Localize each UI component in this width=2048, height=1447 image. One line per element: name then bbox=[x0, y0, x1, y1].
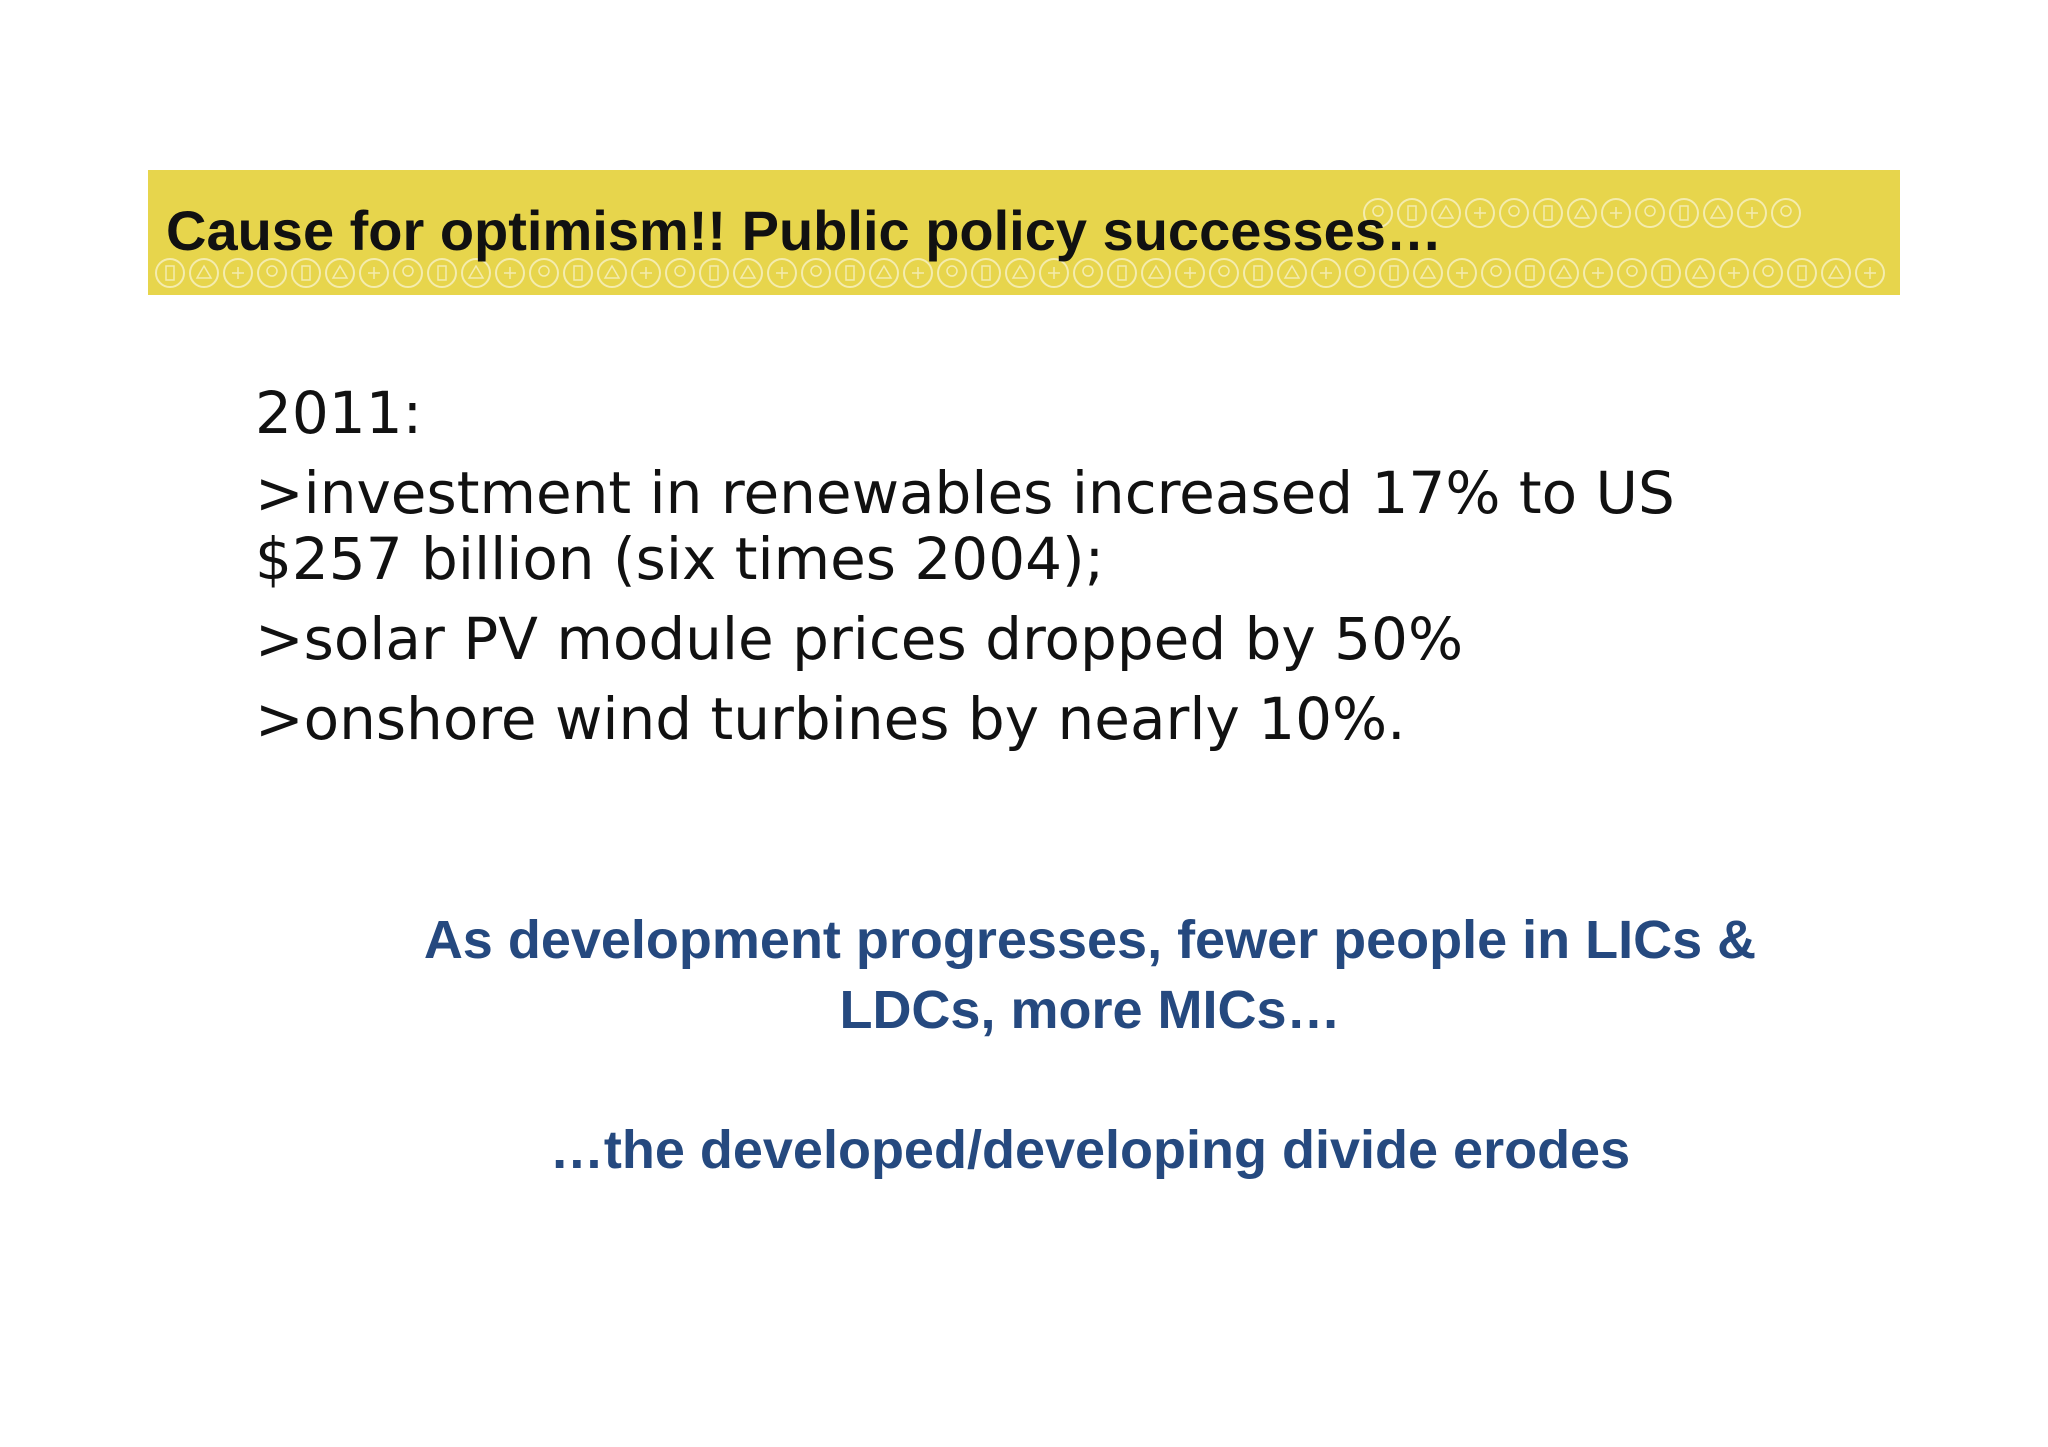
banner-pattern-icon bbox=[699, 258, 729, 288]
banner-pattern-icon bbox=[1243, 258, 1273, 288]
banner-pattern-icon bbox=[291, 258, 321, 288]
banner-pattern-icon bbox=[1379, 258, 1409, 288]
banner-pattern-icon bbox=[665, 258, 695, 288]
banner-pattern-icon bbox=[937, 258, 967, 288]
banner-pattern-icon bbox=[1311, 258, 1341, 288]
banner-pattern-icon bbox=[1073, 258, 1103, 288]
banner-pattern-icon bbox=[1515, 258, 1545, 288]
callout-line-divide: …the developed/developing divide erodes bbox=[549, 1120, 1631, 1180]
banner-pattern-icon bbox=[461, 258, 491, 288]
banner-pattern-icon bbox=[1397, 198, 1427, 228]
banner-pattern-icon bbox=[257, 258, 287, 288]
banner-pattern-icon bbox=[1719, 258, 1749, 288]
banner-pattern-icon bbox=[1635, 198, 1665, 228]
banner-pattern-icon bbox=[495, 258, 525, 288]
banner-pattern-icon bbox=[835, 258, 865, 288]
banner-pattern-icon bbox=[1821, 258, 1851, 288]
banner-pattern-icon bbox=[1141, 258, 1171, 288]
banner-pattern-icon bbox=[1345, 258, 1375, 288]
banner-pattern-icon bbox=[563, 258, 593, 288]
banner-pattern-icon bbox=[1753, 258, 1783, 288]
banner-pattern-icon bbox=[1533, 198, 1563, 228]
slide-title: Cause for optimism!! Public policy succe… bbox=[166, 199, 1442, 262]
banner-pattern-icon bbox=[1601, 198, 1631, 228]
banner-pattern-icon bbox=[869, 258, 899, 288]
body-line-year: 2011: bbox=[255, 379, 423, 447]
banner-pattern-icon bbox=[1499, 198, 1529, 228]
banner-pattern-icon bbox=[1583, 258, 1613, 288]
banner-pattern-icon bbox=[189, 258, 219, 288]
body-text: 2011: >investment in renewables increase… bbox=[255, 380, 1795, 752]
banner-pattern-icon bbox=[1107, 258, 1137, 288]
banner-pattern-icon bbox=[631, 258, 661, 288]
banner-pattern-icon bbox=[155, 258, 185, 288]
banner-icon-pattern bbox=[155, 198, 1885, 288]
banner-pattern-icon bbox=[223, 258, 253, 288]
body-line-investment: >investment in renewables increased 17% … bbox=[255, 459, 1675, 593]
banner-pattern-icon bbox=[1481, 258, 1511, 288]
banner-pattern-icon bbox=[1363, 198, 1393, 228]
banner-pattern-icon bbox=[1567, 198, 1597, 228]
body-line-wind: >onshore wind turbines by nearly 10%. bbox=[255, 685, 1406, 753]
banner-pattern-icon bbox=[597, 258, 627, 288]
banner-pattern-icon bbox=[1277, 258, 1307, 288]
body-line-solar: >solar PV module prices dropped by 50% bbox=[255, 605, 1464, 673]
banner-pattern-icon bbox=[1669, 198, 1699, 228]
banner-pattern-icon bbox=[359, 258, 389, 288]
banner-pattern-icon bbox=[427, 258, 457, 288]
banner-pattern-icon bbox=[903, 258, 933, 288]
banner-pattern-icon bbox=[1703, 198, 1733, 228]
banner-pattern-icon bbox=[1651, 258, 1681, 288]
banner-pattern-icon bbox=[325, 258, 355, 288]
banner-pattern-icon bbox=[1617, 258, 1647, 288]
banner-pattern-icon bbox=[529, 258, 559, 288]
banner-pattern-icon bbox=[1005, 258, 1035, 288]
callout-line-development: As development progresses, fewer people … bbox=[423, 910, 1757, 1040]
banner-pattern-icon bbox=[393, 258, 423, 288]
banner-pattern-icon bbox=[1549, 258, 1579, 288]
banner-pattern-icon bbox=[767, 258, 797, 288]
banner-pattern-icon bbox=[971, 258, 1001, 288]
banner-pattern-icon bbox=[1855, 258, 1885, 288]
banner-pattern-icon bbox=[1039, 258, 1069, 288]
banner-pattern-icon bbox=[801, 258, 831, 288]
banner-pattern-icon bbox=[1447, 258, 1477, 288]
banner-pattern-icon bbox=[1737, 198, 1767, 228]
banner-pattern-icon bbox=[1465, 198, 1495, 228]
banner-pattern-icon bbox=[733, 258, 763, 288]
banner-pattern-icon bbox=[1787, 258, 1817, 288]
banner-pattern-icon bbox=[1431, 198, 1461, 228]
banner-pattern-icon bbox=[1413, 258, 1443, 288]
callout: As development progresses, fewer people … bbox=[390, 905, 1790, 1185]
banner-pattern-icon bbox=[1209, 258, 1239, 288]
banner-pattern-icon bbox=[1771, 198, 1801, 228]
title-banner: Cause for optimism!! Public policy succe… bbox=[148, 170, 1900, 295]
banner-pattern-icon bbox=[1175, 258, 1205, 288]
banner-pattern-icon bbox=[1685, 258, 1715, 288]
